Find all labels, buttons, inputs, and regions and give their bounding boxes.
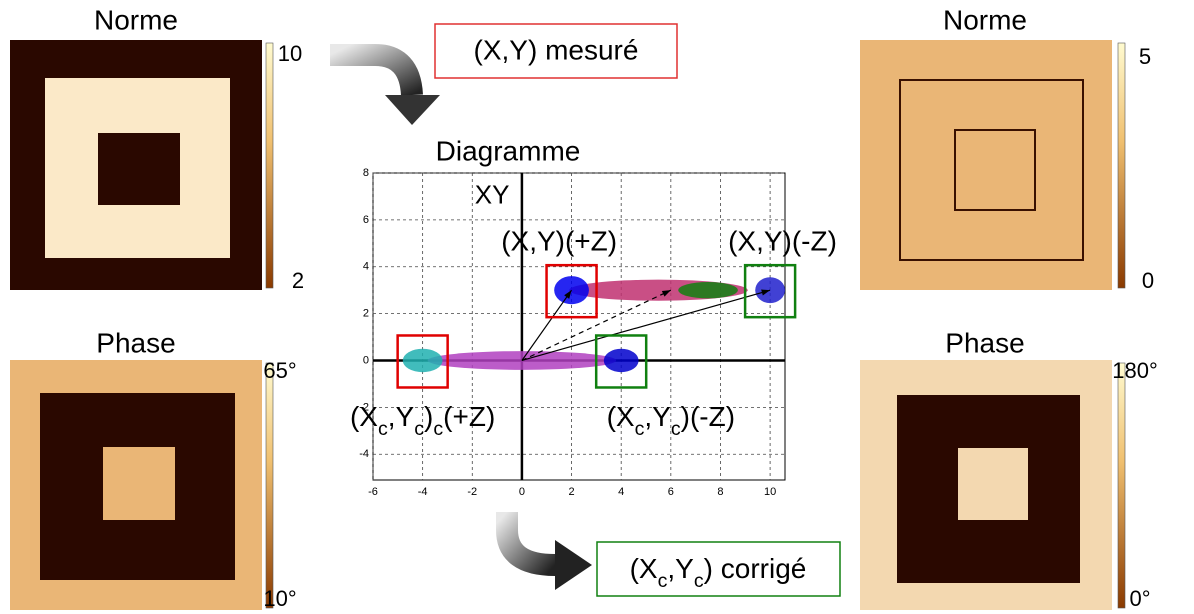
vector-head bbox=[661, 290, 671, 297]
diagram-title: Diagramme bbox=[436, 135, 581, 166]
image-center bbox=[98, 133, 180, 205]
y-tick-label: 6 bbox=[363, 214, 369, 226]
vector bbox=[521, 289, 771, 362]
colorbar-min: 0 bbox=[1142, 268, 1154, 293]
image-center bbox=[103, 447, 175, 520]
vector bbox=[521, 289, 573, 361]
colorbar-min: 2 bbox=[292, 268, 304, 293]
text-part: ,Y bbox=[388, 401, 415, 432]
y-tick-label: 8 bbox=[363, 167, 369, 179]
subscript: c bbox=[378, 418, 388, 440]
subscript: c bbox=[671, 418, 681, 440]
text-part: ) bbox=[424, 401, 433, 432]
text-part: ) corrigé bbox=[704, 553, 807, 584]
colorbar-min: 0° bbox=[1129, 586, 1150, 611]
image-frame bbox=[899, 79, 1084, 261]
colorbar-min: 10° bbox=[263, 586, 296, 611]
plot-area bbox=[372, 172, 786, 481]
text-part: (X bbox=[350, 401, 378, 432]
y-tick-label: 2 bbox=[363, 308, 369, 320]
y-tick-label: 0 bbox=[363, 354, 369, 366]
subscript: c bbox=[658, 570, 668, 592]
diagram-label: (X,Y)(-Z) bbox=[728, 226, 837, 257]
colorbar bbox=[265, 42, 274, 289]
text-part: ,Y bbox=[667, 553, 694, 584]
arrow-top bbox=[330, 44, 440, 125]
x-tick-label: -6 bbox=[368, 486, 378, 498]
image-center bbox=[958, 448, 1028, 520]
highlight-box bbox=[743, 263, 797, 319]
diagram-label: (X,Y)(+Z) bbox=[501, 226, 617, 257]
highlight-box bbox=[594, 334, 648, 389]
arrow-bottom bbox=[496, 512, 592, 590]
x-tick-label: 0 bbox=[519, 486, 525, 498]
vector-head bbox=[761, 289, 771, 296]
text-part: )(-Z) bbox=[681, 401, 735, 432]
x-tick-label: 2 bbox=[568, 486, 574, 498]
diagram-label: (Xc,Yc)c(+Z) bbox=[350, 401, 495, 440]
colorbar bbox=[1117, 42, 1126, 289]
x-tick-label: 4 bbox=[618, 486, 624, 498]
highlight-box bbox=[545, 263, 598, 319]
text-part: (X bbox=[607, 401, 635, 432]
x-tick-label: 10 bbox=[764, 486, 776, 498]
vector bbox=[521, 289, 672, 362]
vector-head bbox=[564, 290, 572, 299]
highlight-box bbox=[396, 334, 449, 389]
y-tick-label: -4 bbox=[359, 448, 369, 460]
measured-label: (X,Y) mesuré bbox=[474, 34, 639, 65]
cluster bbox=[755, 277, 786, 304]
image bbox=[860, 40, 1112, 290]
x-tick-label: 6 bbox=[668, 486, 674, 498]
y-tick-label: 4 bbox=[363, 261, 369, 273]
corrected-box bbox=[596, 541, 841, 597]
image-center bbox=[954, 129, 1036, 211]
panel-title: Norme bbox=[943, 4, 1027, 35]
cluster bbox=[678, 281, 738, 299]
cluster bbox=[603, 348, 639, 373]
diagram-label: (Xc,Yc)(-Z) bbox=[607, 401, 735, 440]
measured-box bbox=[434, 23, 678, 79]
text-part: ,Y bbox=[644, 401, 671, 432]
subscript: c bbox=[433, 418, 443, 440]
subscript: c bbox=[635, 418, 645, 440]
panel-title: Norme bbox=[94, 4, 178, 35]
text-part: (X,Y)(+Z) bbox=[501, 226, 617, 257]
subscript: c bbox=[414, 418, 424, 440]
cluster bbox=[402, 348, 443, 373]
colorbar bbox=[1117, 362, 1126, 609]
colorbar bbox=[265, 362, 274, 609]
x-tick-label: 8 bbox=[717, 486, 723, 498]
x-tick-label: -2 bbox=[467, 486, 477, 498]
corrected-label: (Xc,Yc) corrigé bbox=[630, 553, 807, 592]
colorbar-max: 180° bbox=[1112, 358, 1158, 383]
axis-label: XY bbox=[475, 179, 510, 209]
panel-title: Phase bbox=[96, 327, 175, 358]
subscript: c bbox=[694, 570, 704, 592]
colorbar-max: 10 bbox=[278, 41, 302, 66]
text-part: (X bbox=[630, 553, 658, 584]
text-part: (+Z) bbox=[443, 401, 495, 432]
x-tick-label: -4 bbox=[418, 486, 428, 498]
panel-title: Phase bbox=[945, 327, 1024, 358]
colorbar-max: 65° bbox=[263, 358, 296, 383]
colorbar-max: 5 bbox=[1139, 44, 1151, 69]
y-tick-label: -2 bbox=[359, 401, 369, 413]
text-part: (X,Y)(-Z) bbox=[728, 226, 837, 257]
